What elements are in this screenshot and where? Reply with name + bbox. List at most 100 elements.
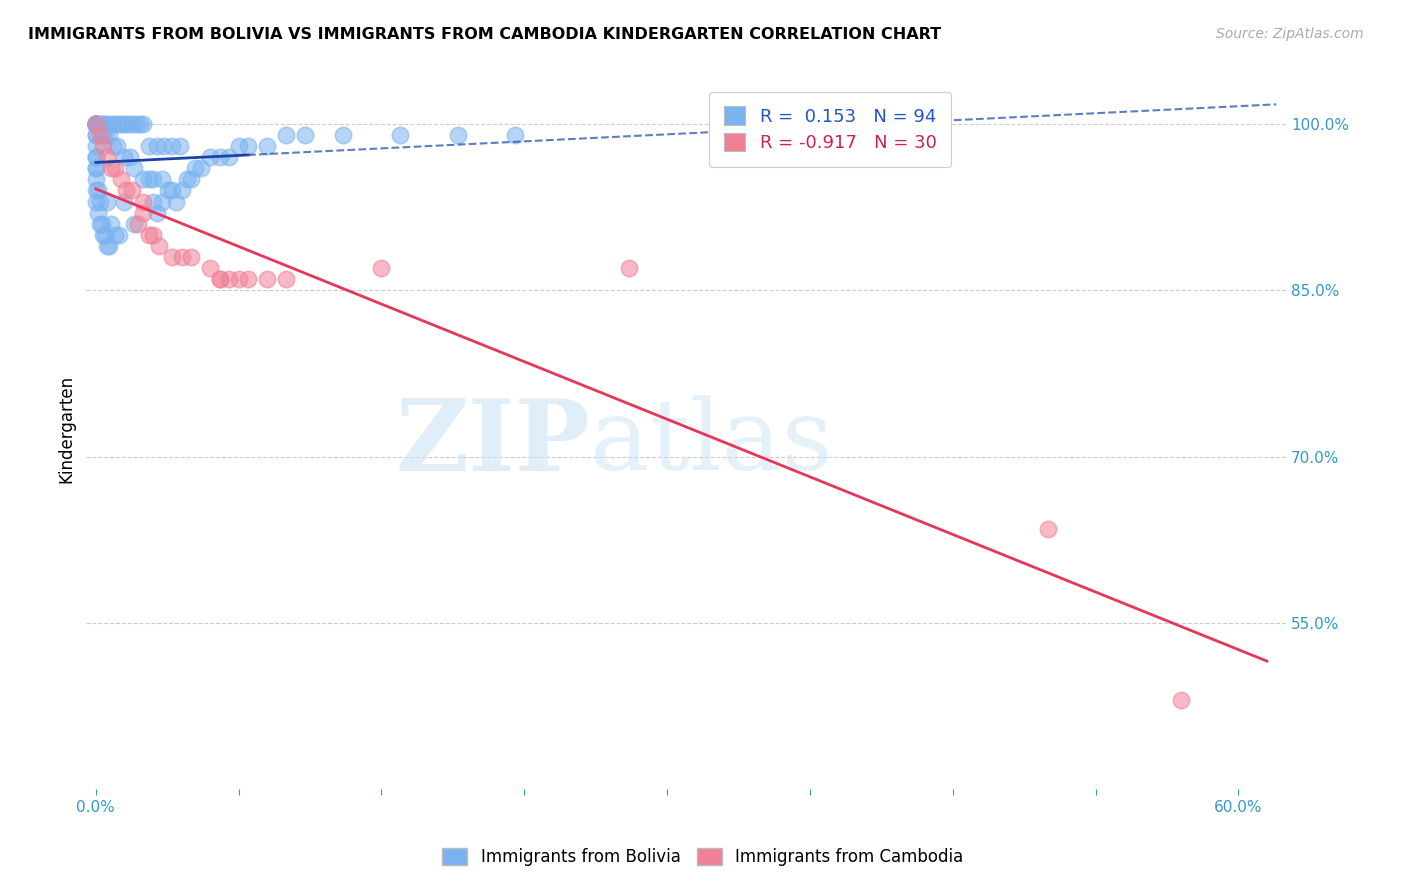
Point (90, 128, 112, 142)
Point (1170, 693, 1192, 707)
Point (84, 161, 107, 176)
Point (98, 117, 121, 131)
Point (236, 139, 259, 153)
Point (112, 194, 135, 209)
Point (157, 184, 180, 198)
Point (101, 139, 124, 153)
Point (446, 128, 468, 142)
Point (276, 128, 298, 142)
Point (96, 150, 118, 164)
Point (176, 172, 198, 186)
Point (93, 139, 115, 153)
Point (104, 161, 127, 176)
Point (160, 139, 183, 153)
Point (120, 150, 142, 164)
Point (218, 150, 240, 164)
Point (84, 117, 107, 131)
Point (142, 194, 165, 209)
Point (112, 150, 135, 164)
Point (138, 227, 160, 242)
Point (84, 150, 107, 164)
Point (84, 161, 107, 176)
Legend: R =  0.153   N = 94, R = -0.917   N = 30: R = 0.153 N = 94, R = -0.917 N = 30 (709, 92, 950, 167)
Point (370, 261, 392, 276)
Point (276, 272, 298, 286)
Point (294, 128, 316, 142)
Point (117, 117, 139, 131)
Point (105, 117, 128, 131)
Point (110, 172, 132, 186)
Point (389, 128, 412, 142)
Point (98, 128, 121, 142)
Point (1036, 522, 1059, 536)
Point (256, 272, 278, 286)
Point (84, 117, 107, 131)
Point (84, 117, 107, 131)
Point (132, 194, 155, 209)
Point (112, 117, 135, 131)
Point (138, 139, 160, 153)
Point (121, 117, 143, 131)
Point (180, 250, 202, 264)
Point (160, 250, 183, 264)
Point (142, 172, 165, 186)
Point (84, 117, 107, 131)
Point (125, 117, 148, 131)
Y-axis label: Kindergarten: Kindergarten (58, 375, 75, 483)
Point (90, 217, 112, 231)
Point (208, 272, 231, 286)
Text: Source: ZipAtlas.com: Source: ZipAtlas.com (1216, 27, 1364, 41)
Point (180, 172, 202, 186)
Point (94, 117, 117, 131)
Point (170, 250, 193, 264)
Point (84, 117, 107, 131)
Point (190, 161, 212, 176)
Point (152, 172, 174, 186)
Point (256, 139, 278, 153)
Point (142, 227, 165, 242)
Point (84, 117, 107, 131)
Point (84, 117, 107, 131)
Text: ZIP: ZIP (395, 395, 591, 491)
Point (84, 117, 107, 131)
Point (93, 227, 115, 242)
Point (84, 117, 107, 131)
Point (132, 172, 155, 186)
Point (89, 194, 111, 209)
Point (84, 194, 107, 209)
Point (228, 272, 250, 286)
Point (138, 172, 160, 186)
Point (122, 161, 145, 176)
Point (101, 117, 124, 131)
Text: atlas: atlas (591, 395, 832, 491)
Point (90, 117, 112, 131)
Point (84, 184, 107, 198)
Point (84, 117, 107, 131)
Point (115, 184, 138, 198)
Point (198, 261, 221, 276)
Text: IMMIGRANTS FROM BOLIVIA VS IMMIGRANTS FROM CAMBODIA KINDERGARTEN CORRELATION CHA: IMMIGRANTS FROM BOLIVIA VS IMMIGRANTS FR… (28, 27, 941, 42)
Point (86, 205, 108, 219)
Point (89, 217, 111, 231)
Point (208, 272, 231, 286)
Point (104, 227, 127, 242)
Point (98, 239, 121, 253)
Point (90, 117, 112, 131)
Point (228, 139, 250, 153)
Point (332, 128, 354, 142)
Point (84, 117, 107, 131)
Point (84, 172, 107, 186)
Point (107, 227, 129, 242)
Point (94, 128, 117, 142)
Point (165, 194, 187, 209)
Point (84, 128, 107, 142)
Point (218, 272, 240, 286)
Point (198, 150, 221, 164)
Point (127, 217, 149, 231)
Point (84, 117, 107, 131)
Point (105, 139, 128, 153)
Point (145, 139, 167, 153)
Point (152, 194, 174, 209)
Point (84, 117, 107, 131)
Point (94, 227, 117, 242)
